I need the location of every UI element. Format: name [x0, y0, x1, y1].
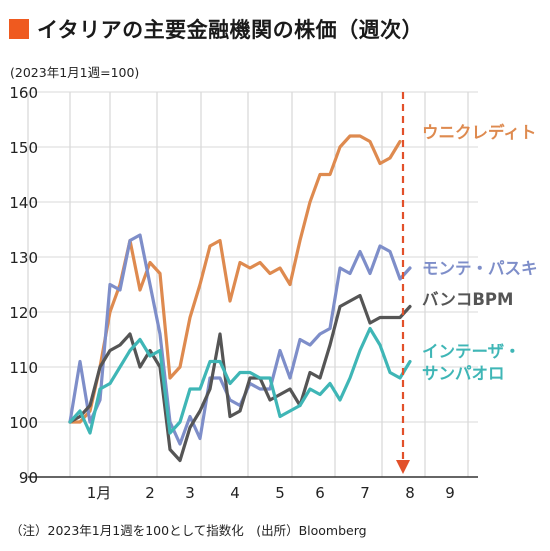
y-tick-label: 160	[9, 84, 38, 102]
y-tick-label: 140	[9, 194, 38, 212]
y-tick-label: 90	[19, 469, 38, 487]
x-tick-label: 3	[185, 484, 195, 502]
y-tick-label: 150	[9, 139, 38, 157]
x-tick-label: 6	[315, 484, 325, 502]
y-tick-label: 120	[9, 304, 38, 322]
series-line-2	[68, 293, 412, 463]
chart-subtitle: (2023年1月1週=100)	[10, 65, 140, 80]
title-marker	[9, 19, 29, 39]
series-label-2: バンコBPM	[422, 290, 513, 309]
x-tick-label: 7	[360, 484, 370, 502]
chart-title: イタリアの主要金融機関の株価（週次）	[37, 18, 424, 42]
series-label-0: ウニクレディト	[422, 122, 536, 142]
x-tick-label: 8	[405, 484, 415, 502]
grid-lines	[27, 91, 478, 478]
date-marker	[396, 92, 410, 474]
y-tick-label: 130	[9, 249, 38, 267]
series-label-3: サンパオロ	[422, 364, 505, 383]
chart-note: （注）2023年1月1週を100として指数化 (出所）Bloomberg	[10, 523, 367, 538]
x-tick-label: 1月	[87, 484, 112, 502]
series-line-3	[68, 326, 412, 435]
series-label-1: モンテ・パスキ	[422, 259, 538, 278]
y-tick-label: 110	[9, 359, 38, 377]
x-tick-label: 4	[230, 484, 240, 502]
axes: 90 100 110 120 130 140 150 160 1月 2 3 4 5 6 7 8 9	[9, 84, 454, 502]
x-tick-label: 5	[275, 484, 285, 502]
series-lines	[68, 134, 412, 463]
title-block: イタリアの主要金融機関の株価（週次）	[9, 14, 423, 44]
x-tick-label: 2	[145, 484, 155, 502]
x-tick-label: 9	[445, 484, 455, 502]
y-tick-label: 100	[9, 414, 38, 432]
series-label-3: インテーザ・	[422, 342, 521, 361]
marker-arrow	[396, 460, 410, 474]
